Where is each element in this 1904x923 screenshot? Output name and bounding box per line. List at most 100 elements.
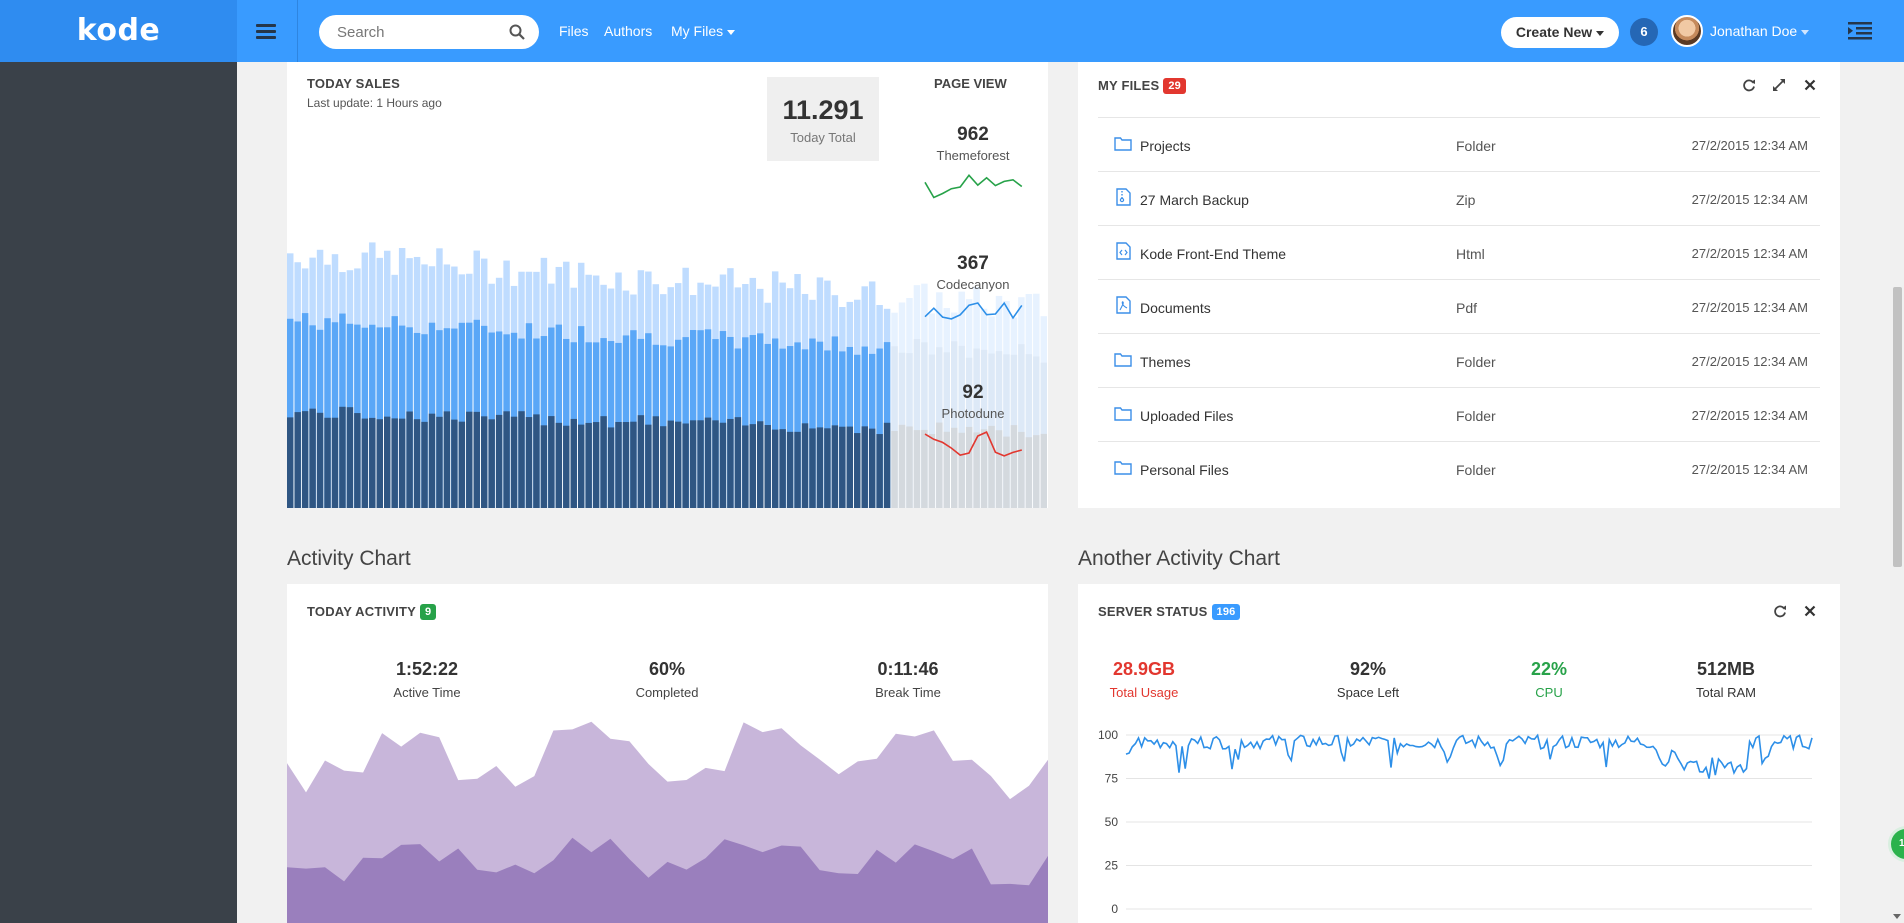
sales-bar: [592, 422, 600, 508]
file-name[interactable]: Personal Files: [1140, 462, 1229, 478]
sales-bar: [540, 336, 548, 508]
search-icon[interactable]: [509, 24, 525, 40]
sales-bar: [898, 424, 906, 508]
file-row[interactable]: Projects Folder 27/2/2015 12:34 AM: [1098, 117, 1820, 171]
sales-bar: [421, 421, 428, 508]
my-files-count-badge: 29: [1163, 78, 1186, 94]
file-type: Folder: [1456, 138, 1496, 154]
sales-bar: [376, 419, 383, 508]
today-total-label: Today Total: [790, 130, 856, 145]
file-row[interactable]: Themes Folder 27/2/2015 12:34 AM: [1098, 333, 1820, 387]
file-name[interactable]: 27 March Backup: [1140, 192, 1249, 208]
sales-bar: [645, 333, 652, 508]
sales-bar: [995, 430, 1003, 508]
create-new-label: Create New: [1515, 24, 1593, 40]
sales-bar: [331, 322, 339, 508]
sales-bar: [771, 338, 779, 508]
close-icon[interactable]: [1803, 604, 1817, 618]
sales-bar: [757, 421, 764, 508]
sales-bar: [682, 423, 689, 508]
today-sales-title: TODAY SALES: [307, 76, 400, 91]
right-sidebar-toggle-icon[interactable]: [1848, 21, 1872, 41]
active-time-stat: 1:52:22 Active Time: [337, 659, 517, 700]
file-name[interactable]: Projects: [1140, 138, 1191, 154]
file-name[interactable]: Documents: [1140, 300, 1211, 316]
expand-icon[interactable]: [1772, 78, 1786, 92]
sales-bar: [413, 419, 421, 508]
sales-bar: [719, 422, 727, 508]
sales-bar: [473, 411, 480, 508]
sales-bar: [1040, 433, 1047, 508]
refresh-icon[interactable]: [1742, 78, 1756, 92]
sales-bar: [622, 422, 630, 508]
sales-bar: [622, 335, 630, 508]
file-name[interactable]: Themes: [1140, 354, 1191, 370]
sales-bar: [876, 348, 883, 508]
sales-bar: [861, 426, 868, 508]
file-row[interactable]: Personal Files Folder 27/2/2015 12:34 AM: [1098, 441, 1820, 495]
sales-bar: [1018, 431, 1025, 508]
activity-section-title: Activity Chart: [287, 547, 411, 570]
file-date: 27/2/2015 12:34 AM: [1691, 192, 1808, 207]
sales-bar: [734, 417, 742, 508]
total-ram-label: Total RAM: [1696, 685, 1756, 700]
left-sidebar: [0, 62, 237, 923]
cpu-stat: 22% CPU: [1469, 659, 1629, 700]
scrollbar-thumb[interactable]: [1893, 287, 1902, 567]
file-name[interactable]: Uploaded Files: [1140, 408, 1234, 424]
nav-authors-link[interactable]: Authors: [604, 23, 653, 39]
sales-bar: [577, 424, 585, 508]
server-status-count-badge: 196: [1211, 604, 1241, 620]
file-row[interactable]: 27 March Backup Zip 27/2/2015 12:34 AM: [1098, 171, 1820, 225]
file-name[interactable]: Kode Front-End Theme: [1140, 246, 1287, 262]
sales-bar: [719, 331, 727, 508]
file-row[interactable]: Uploaded Files Folder 27/2/2015 12:34 AM: [1098, 387, 1820, 441]
brand-logo[interactable]: kode: [0, 0, 237, 62]
sales-bar: [749, 424, 757, 508]
sales-bar: [936, 422, 943, 508]
file-row[interactable]: Kode Front-End Theme Html 27/2/2015 12:34 …: [1098, 225, 1820, 279]
completed-stat: 60% Completed: [577, 659, 757, 700]
sales-bar: [891, 430, 898, 508]
user-avatar[interactable]: [1671, 15, 1703, 47]
sales-bar: [689, 330, 697, 508]
folder-icon: [1114, 407, 1132, 421]
sales-bar: [921, 342, 928, 508]
page-scrollbar[interactable]: [1890, 62, 1904, 923]
sales-bar: [742, 425, 749, 508]
themeforest-views: 962: [957, 124, 989, 145]
file-row[interactable]: Documents Pdf 27/2/2015 12:34 AM: [1098, 279, 1820, 333]
menu-toggle-icon[interactable]: [252, 18, 282, 44]
my-files-title: MY FILES 29: [1098, 78, 1186, 94]
scroll-down-arrow-icon[interactable]: [1893, 914, 1901, 919]
search-input[interactable]: [337, 22, 497, 42]
sales-bar: [570, 418, 577, 508]
close-icon[interactable]: [1803, 78, 1817, 92]
sales-bar: [980, 429, 988, 508]
photodune-views: 92: [962, 382, 984, 403]
nav-files-link[interactable]: Files: [559, 23, 589, 39]
code-file-icon: [1116, 242, 1131, 260]
server-usage-line: [1125, 733, 1813, 779]
create-new-button[interactable]: Create New: [1501, 17, 1619, 48]
navbar-divider: [297, 0, 298, 62]
user-menu[interactable]: Jonathan Doe: [1710, 23, 1810, 39]
space-left-value: 92%: [1349, 659, 1387, 679]
sales-bar: [682, 337, 689, 508]
notification-badge[interactable]: 6: [1630, 18, 1658, 46]
sales-bar: [660, 426, 667, 508]
themeforest-label: Themeforest: [936, 148, 1010, 163]
sales-bar: [1033, 435, 1040, 508]
sales-bar: [958, 432, 965, 508]
cpu-label: CPU: [1535, 685, 1563, 700]
refresh-icon[interactable]: [1773, 604, 1787, 618]
sales-bar: [540, 425, 548, 508]
file-type: Pdf: [1456, 300, 1478, 316]
sales-bar: [331, 417, 339, 508]
sales-bar: [757, 333, 764, 508]
codecanyon-label: Codecanyon: [936, 277, 1010, 292]
nav-my-files-dropdown[interactable]: My Files: [671, 23, 736, 39]
server-status-title-text: SERVER STATUS: [1098, 604, 1208, 619]
sales-bar: [563, 338, 570, 508]
active-time-label: Active Time: [393, 685, 461, 700]
